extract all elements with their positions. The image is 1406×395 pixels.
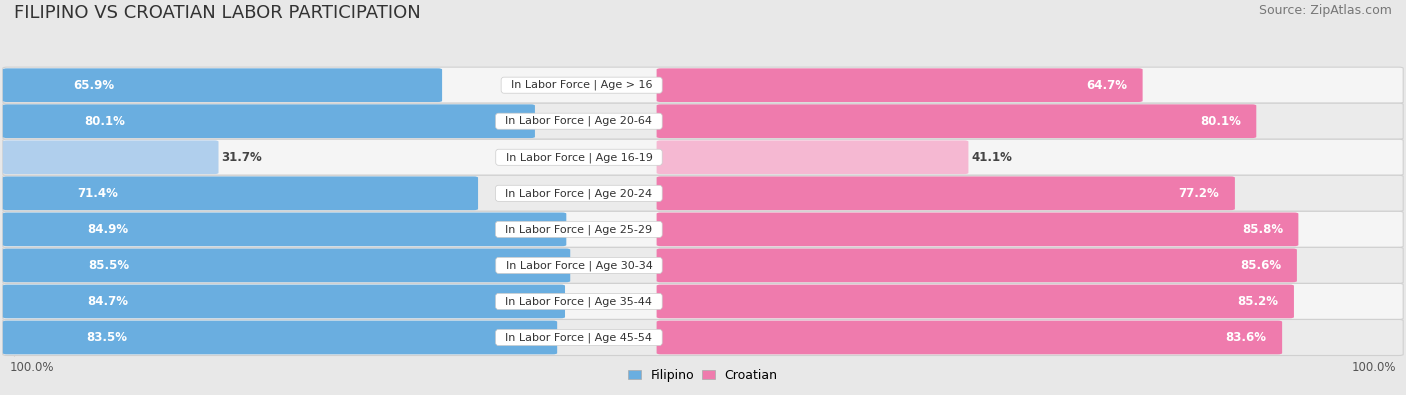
- Text: In Labor Force | Age 20-24: In Labor Force | Age 20-24: [498, 188, 659, 199]
- Text: In Labor Force | Age 45-54: In Labor Force | Age 45-54: [498, 332, 659, 343]
- Text: Source: ZipAtlas.com: Source: ZipAtlas.com: [1258, 4, 1392, 17]
- FancyBboxPatch shape: [657, 321, 1282, 354]
- Text: In Labor Force | Age 20-64: In Labor Force | Age 20-64: [498, 116, 659, 126]
- Text: In Labor Force | Age 16-19: In Labor Force | Age 16-19: [499, 152, 659, 162]
- Text: 83.6%: 83.6%: [1226, 331, 1267, 344]
- Text: 65.9%: 65.9%: [73, 79, 114, 92]
- FancyBboxPatch shape: [3, 67, 1403, 103]
- Text: 100.0%: 100.0%: [10, 361, 55, 374]
- Text: In Labor Force | Age > 16: In Labor Force | Age > 16: [503, 80, 659, 90]
- Legend: Filipino, Croatian: Filipino, Croatian: [623, 364, 783, 387]
- Text: 80.1%: 80.1%: [1199, 115, 1241, 128]
- FancyBboxPatch shape: [657, 141, 969, 174]
- Text: 85.2%: 85.2%: [1237, 295, 1278, 308]
- FancyBboxPatch shape: [3, 177, 478, 210]
- Text: FILIPINO VS CROATIAN LABOR PARTICIPATION: FILIPINO VS CROATIAN LABOR PARTICIPATION: [14, 4, 420, 22]
- FancyBboxPatch shape: [657, 284, 1294, 318]
- Text: 80.1%: 80.1%: [84, 115, 125, 128]
- Text: 77.2%: 77.2%: [1178, 187, 1219, 200]
- FancyBboxPatch shape: [3, 320, 1403, 356]
- Text: 31.7%: 31.7%: [221, 151, 262, 164]
- Text: In Labor Force | Age 35-44: In Labor Force | Age 35-44: [498, 296, 659, 307]
- FancyBboxPatch shape: [3, 284, 565, 318]
- FancyBboxPatch shape: [3, 284, 1403, 320]
- FancyBboxPatch shape: [3, 247, 1403, 284]
- FancyBboxPatch shape: [3, 141, 218, 174]
- Text: In Labor Force | Age 30-34: In Labor Force | Age 30-34: [499, 260, 659, 271]
- FancyBboxPatch shape: [3, 103, 1403, 139]
- FancyBboxPatch shape: [3, 213, 567, 246]
- Text: 71.4%: 71.4%: [77, 187, 118, 200]
- Text: 84.9%: 84.9%: [87, 223, 129, 236]
- FancyBboxPatch shape: [657, 248, 1296, 282]
- Text: 41.1%: 41.1%: [972, 151, 1012, 164]
- Text: 85.6%: 85.6%: [1240, 259, 1281, 272]
- FancyBboxPatch shape: [3, 139, 1403, 175]
- Text: In Labor Force | Age 25-29: In Labor Force | Age 25-29: [498, 224, 659, 235]
- FancyBboxPatch shape: [657, 104, 1257, 138]
- Text: 100.0%: 100.0%: [1351, 361, 1396, 374]
- FancyBboxPatch shape: [3, 175, 1403, 211]
- Text: 83.5%: 83.5%: [87, 331, 128, 344]
- Text: 84.7%: 84.7%: [87, 295, 128, 308]
- FancyBboxPatch shape: [657, 68, 1143, 102]
- Text: 85.8%: 85.8%: [1241, 223, 1282, 236]
- FancyBboxPatch shape: [3, 211, 1403, 247]
- FancyBboxPatch shape: [3, 248, 571, 282]
- FancyBboxPatch shape: [657, 177, 1234, 210]
- FancyBboxPatch shape: [3, 68, 441, 102]
- Text: 85.5%: 85.5%: [89, 259, 129, 272]
- Text: 64.7%: 64.7%: [1087, 79, 1128, 92]
- FancyBboxPatch shape: [3, 104, 534, 138]
- FancyBboxPatch shape: [3, 321, 557, 354]
- FancyBboxPatch shape: [657, 213, 1298, 246]
